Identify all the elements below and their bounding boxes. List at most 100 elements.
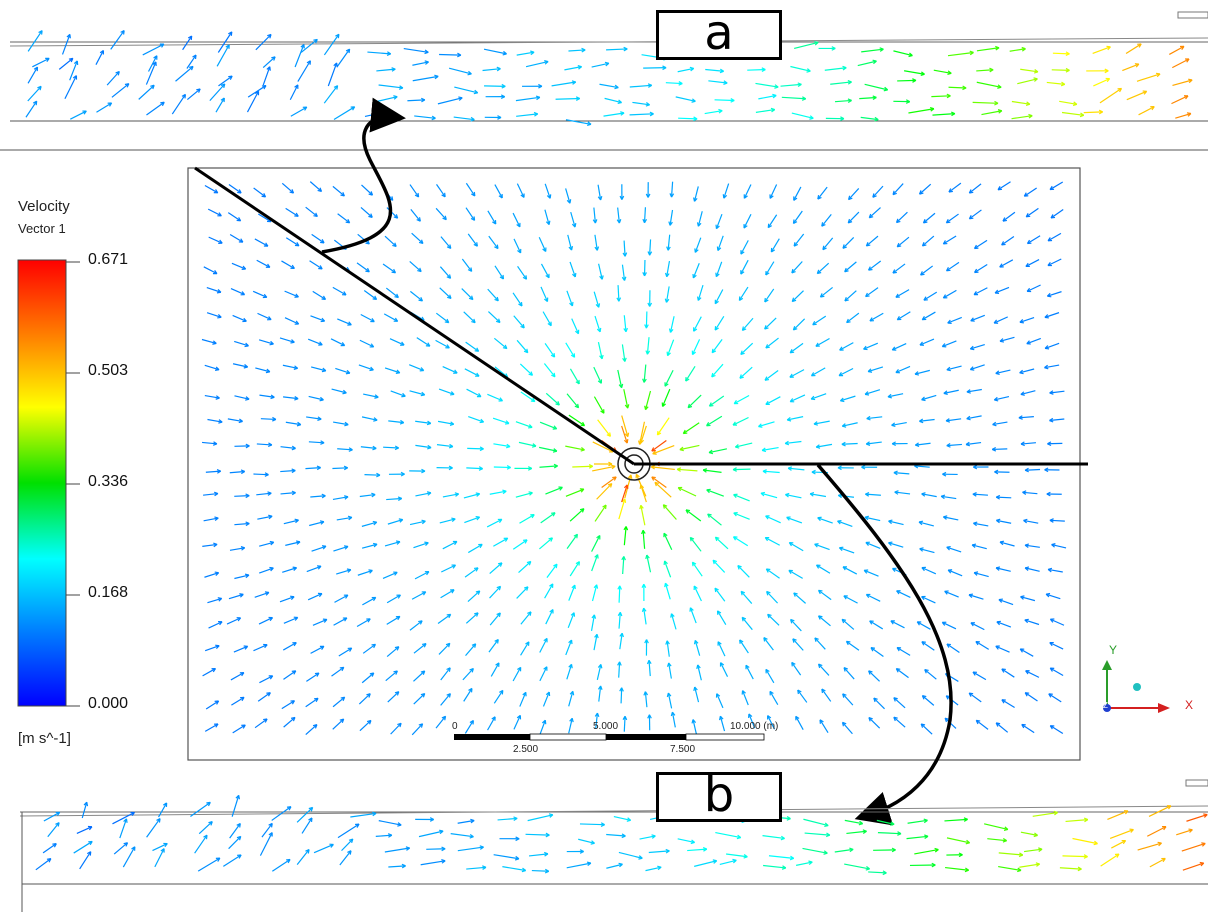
- vector-arrow: [794, 42, 818, 48]
- vector-arrow: [360, 720, 371, 730]
- vector-arrow: [1002, 700, 1015, 708]
- vector-arrow: [146, 102, 164, 115]
- vector-arrow: [678, 488, 696, 496]
- vector-arrow: [489, 236, 498, 248]
- vector-arrow: [1049, 694, 1061, 702]
- vector-arrow: [592, 535, 600, 551]
- vector-arrow: [969, 210, 981, 219]
- vector-arrow: [742, 617, 752, 629]
- vector-arrow: [740, 640, 749, 653]
- vector-arrow: [844, 864, 869, 869]
- vector-arrow: [922, 312, 935, 320]
- vector-arrow: [436, 340, 450, 348]
- vector-arrow: [843, 237, 854, 248]
- vector-arrow: [973, 672, 986, 680]
- vector-arrow: [1022, 724, 1034, 732]
- vector-arrow: [977, 48, 999, 51]
- vector-arrow: [870, 621, 883, 629]
- vector-arrow: [528, 815, 553, 821]
- vector-arrow: [490, 563, 502, 574]
- vector-arrow: [383, 264, 395, 273]
- vector-arrow: [339, 648, 352, 656]
- vector-arrow: [996, 723, 1007, 732]
- vector-arrow: [545, 584, 553, 598]
- vector-arrow: [513, 540, 527, 549]
- vector-arrow: [766, 338, 779, 348]
- vector-arrow: [819, 590, 832, 599]
- legend-tick-4: 0.168: [88, 584, 128, 602]
- vector-arrow: [715, 833, 740, 838]
- vector-arrow: [139, 85, 154, 99]
- axis-label-x: X: [1185, 698, 1193, 712]
- vector-arrow: [441, 565, 455, 572]
- vector-arrow: [653, 446, 675, 454]
- vector-arrow: [715, 588, 725, 601]
- vector-arrow: [822, 214, 832, 226]
- vector-arrow: [77, 827, 92, 834]
- vector-arrow: [694, 317, 702, 332]
- vector-arrow: [570, 369, 579, 384]
- vector-arrow: [793, 319, 804, 330]
- vector-arrow: [465, 369, 479, 376]
- vector-arrow: [715, 537, 728, 549]
- vector-arrow: [709, 396, 723, 406]
- vector-arrow: [359, 694, 370, 704]
- vector-arrow: [412, 233, 423, 243]
- vector-arrow: [813, 316, 826, 325]
- vector-arrow: [286, 208, 299, 216]
- vector-arrow: [793, 211, 802, 223]
- vector-arrow: [843, 567, 857, 574]
- vector-arrow: [495, 185, 502, 198]
- vector-arrow: [692, 339, 699, 354]
- vector-arrow: [769, 856, 794, 859]
- vector-arrow: [598, 420, 611, 437]
- vector-arrow: [205, 185, 218, 192]
- vector-arrow: [657, 418, 669, 435]
- vector-arrow: [594, 397, 603, 414]
- vector-arrow: [306, 207, 318, 216]
- vector-arrow: [210, 84, 225, 101]
- vector-arrow: [622, 416, 628, 437]
- vector-arrow: [519, 561, 531, 572]
- vector-arrow: [820, 287, 832, 297]
- vector-arrow: [488, 289, 499, 301]
- vector-arrow: [466, 183, 474, 196]
- vector-arrow: [43, 844, 56, 853]
- vector-arrow: [740, 367, 752, 378]
- legend-tick-2: 0.503: [88, 362, 128, 380]
- vector-arrow: [974, 240, 987, 248]
- vector-arrow: [819, 664, 829, 675]
- vector-arrow: [925, 670, 937, 680]
- vector-arrow: [651, 467, 675, 470]
- vector-arrow: [385, 236, 396, 246]
- vector-arrow: [466, 208, 475, 221]
- vector-arrow: [796, 716, 803, 729]
- vector-arrow: [869, 718, 880, 729]
- vector-arrow: [920, 184, 931, 194]
- vector-arrow: [765, 318, 777, 329]
- vector-arrow: [441, 237, 451, 249]
- vector-arrow: [96, 103, 111, 112]
- vector-arrow: [789, 543, 803, 551]
- vector-arrow: [741, 240, 748, 254]
- vector-arrow: [147, 819, 160, 838]
- vector-arrow: [996, 497, 1011, 498]
- vector-arrow: [484, 49, 507, 54]
- vector-arrow: [1048, 233, 1061, 240]
- vector-arrow: [521, 612, 531, 624]
- vector-arrow: [742, 318, 753, 330]
- vector-arrow: [861, 49, 883, 52]
- vector-arrow: [1051, 210, 1063, 218]
- vector-arrow: [713, 560, 725, 572]
- vector-arrow: [541, 513, 555, 523]
- callout-arrow-a: [322, 117, 392, 252]
- vector-arrow: [715, 316, 724, 330]
- vector-arrow: [541, 264, 549, 278]
- vector-arrow: [410, 261, 421, 271]
- vector-arrow: [556, 99, 580, 100]
- vector-arrow: [467, 448, 483, 449]
- vector-arrow: [683, 423, 699, 434]
- vector-arrow: [230, 824, 241, 839]
- scale-label-0: 0: [452, 721, 458, 732]
- vector-arrow: [223, 855, 241, 866]
